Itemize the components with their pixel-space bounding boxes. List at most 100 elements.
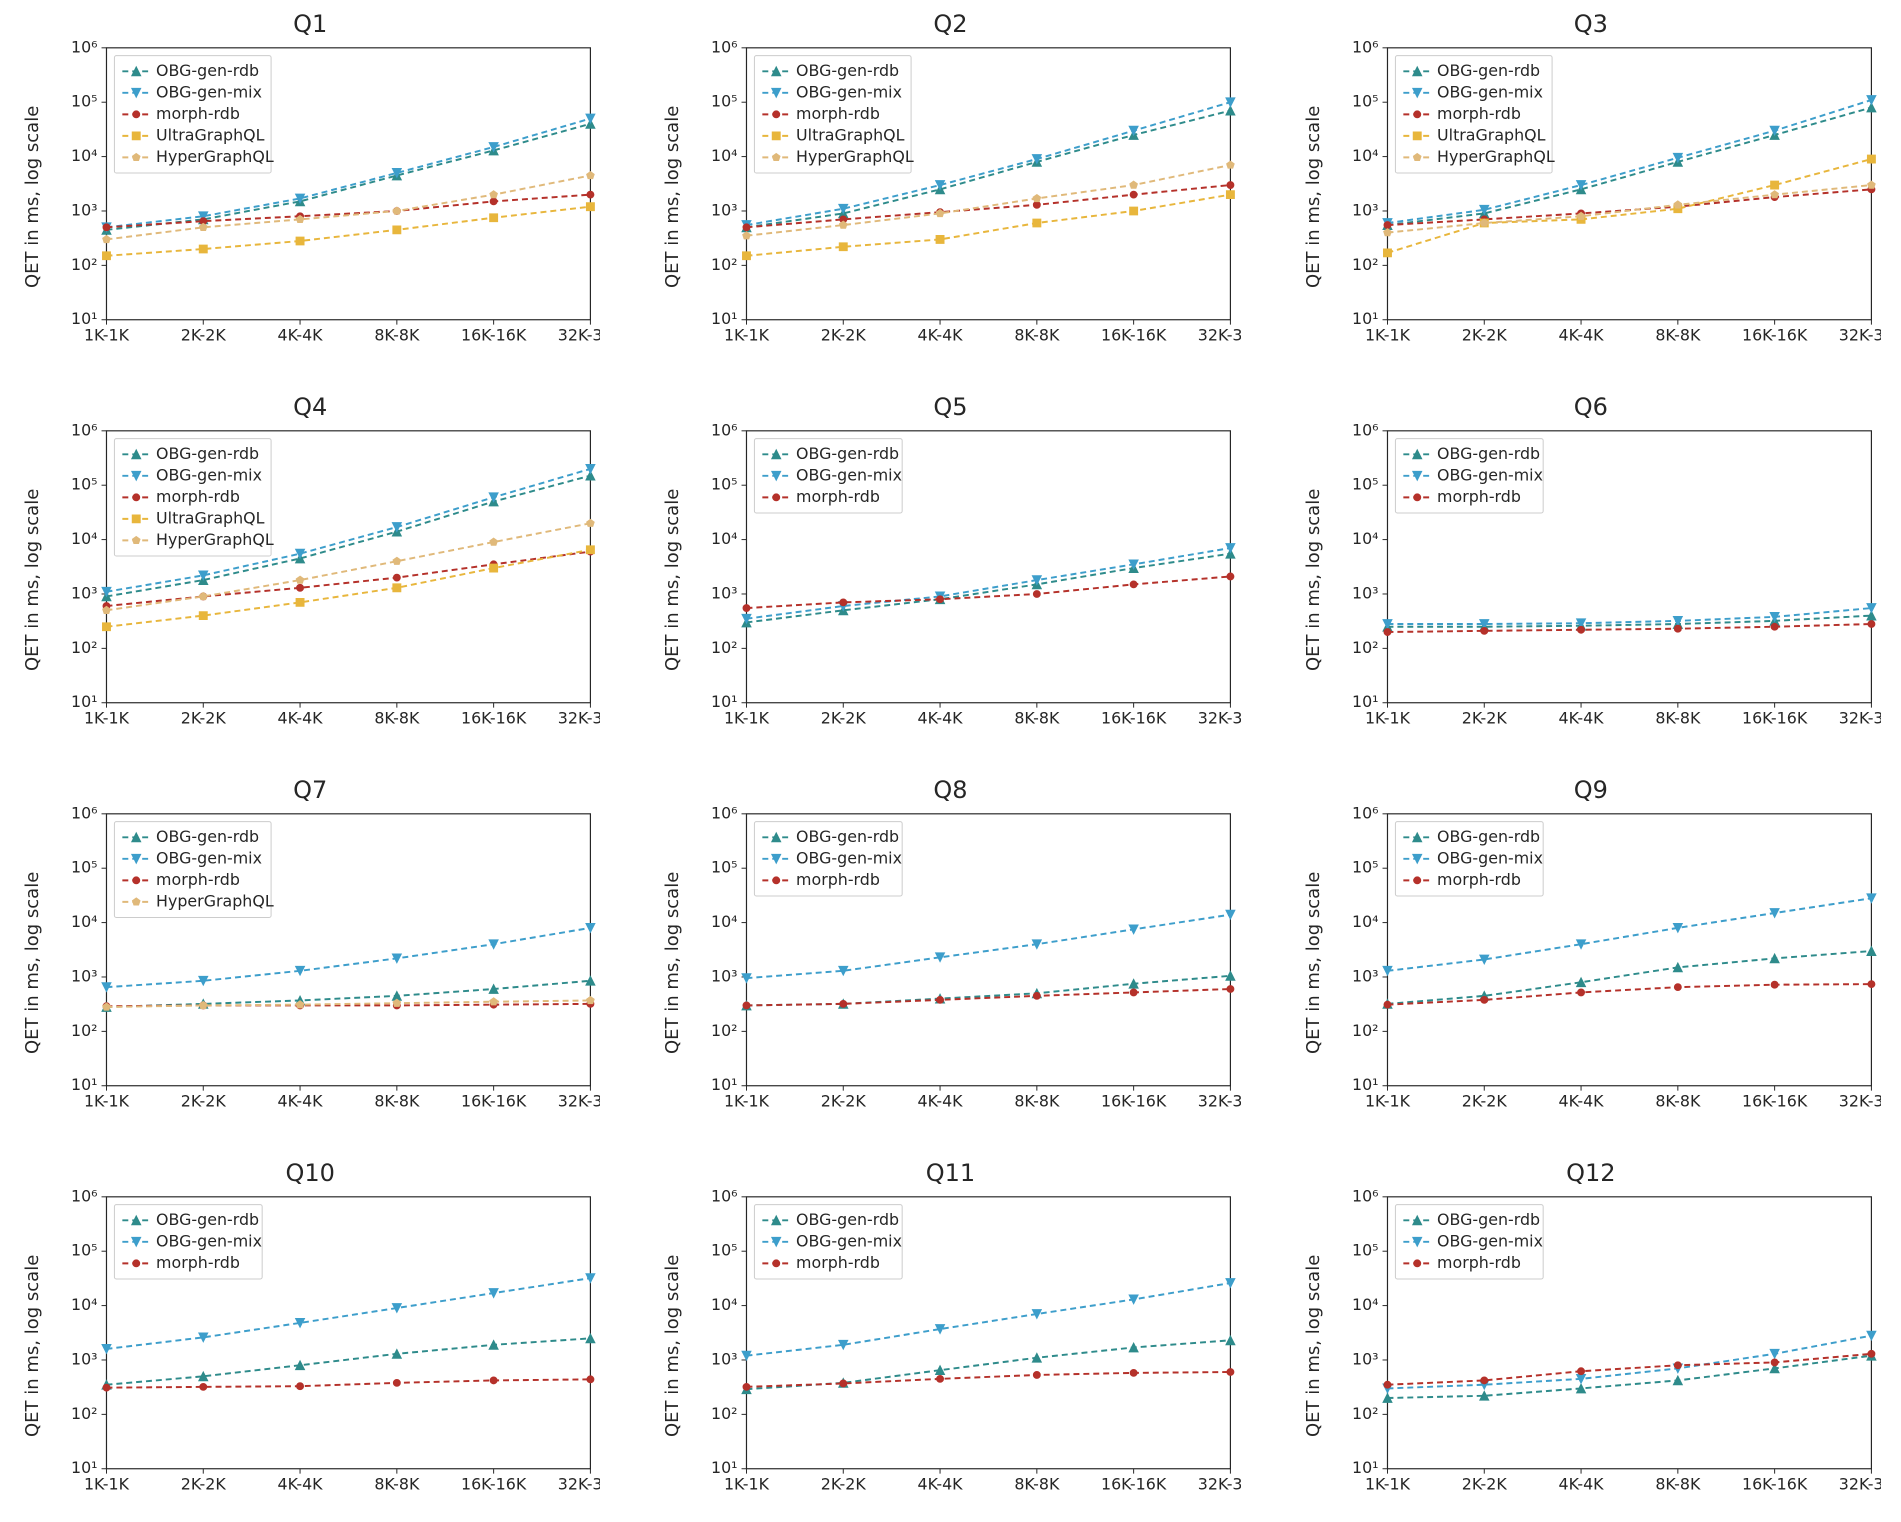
svg-text:16K-16K: 16K-16K — [1101, 1091, 1167, 1110]
axes-area: 10¹10²10³10⁴10⁵10⁶1K-1K2K-2K4K-4K8K-8K16… — [685, 40, 1240, 353]
svg-text:10²: 10² — [711, 255, 738, 274]
svg-text:UltraGraphQL: UltraGraphQL — [156, 508, 265, 527]
svg-text:OBG-gen-rdb: OBG-gen-rdb — [796, 444, 899, 463]
panel-q11: Q11 QET in ms, log scale 10¹10²10³10⁴10⁵… — [660, 1159, 1240, 1502]
svg-text:OBG-gen-mix: OBG-gen-mix — [1437, 465, 1543, 484]
svg-text:32K-32K: 32K-32K — [1198, 1474, 1241, 1493]
svg-text:4K-4K: 4K-4K — [1558, 708, 1604, 727]
svg-text:16K-16K: 16K-16K — [1101, 1474, 1167, 1493]
svg-text:2K-2K: 2K-2K — [1461, 325, 1507, 344]
panel-title: Q5 — [660, 393, 1240, 421]
svg-text:1K-1K: 1K-1K — [1365, 1091, 1411, 1110]
svg-text:4K-4K: 4K-4K — [1558, 325, 1604, 344]
y-axis-label: QET in ms, log scale — [660, 1189, 685, 1502]
svg-text:10²: 10² — [1352, 255, 1379, 274]
svg-text:2K-2K: 2K-2K — [1461, 708, 1507, 727]
svg-text:OBG-gen-mix: OBG-gen-mix — [1437, 848, 1543, 867]
svg-text:4K-4K: 4K-4K — [918, 708, 964, 727]
panel-q8: Q8 QET in ms, log scale 10¹10²10³10⁴10⁵1… — [660, 776, 1240, 1119]
svg-text:4K-4K: 4K-4K — [278, 1091, 324, 1110]
svg-text:10⁴: 10⁴ — [71, 1295, 98, 1314]
svg-text:10³: 10³ — [71, 967, 98, 986]
svg-text:morph-rdb: morph-rdb — [1437, 1253, 1521, 1272]
panel-q1: Q1 QET in ms, log scale 10¹10²10³10⁴10⁵1… — [20, 10, 600, 353]
svg-text:32K-32K: 32K-32K — [1838, 1091, 1881, 1110]
axes-area: 10¹10²10³10⁴10⁵10⁶1K-1K2K-2K4K-4K8K-8K16… — [685, 1189, 1240, 1502]
svg-text:10⁵: 10⁵ — [71, 475, 98, 494]
svg-text:morph-rdb: morph-rdb — [796, 870, 880, 889]
panel-title: Q6 — [1301, 393, 1881, 421]
svg-text:HyperGraphQL: HyperGraphQL — [156, 530, 274, 549]
svg-text:2K-2K: 2K-2K — [181, 708, 227, 727]
svg-text:10³: 10³ — [1352, 584, 1379, 603]
panel-title: Q10 — [20, 1159, 600, 1187]
svg-text:morph-rdb: morph-rdb — [1437, 104, 1521, 123]
svg-text:1K-1K: 1K-1K — [1365, 325, 1411, 344]
svg-text:OBG-gen-rdb: OBG-gen-rdb — [1437, 827, 1540, 846]
axes-area: 10¹10²10³10⁴10⁵10⁶1K-1K2K-2K4K-4K8K-8K16… — [45, 40, 600, 353]
svg-text:8K-8K: 8K-8K — [1655, 325, 1701, 344]
panel-q4: Q4 QET in ms, log scale 10¹10²10³10⁴10⁵1… — [20, 393, 600, 736]
svg-text:OBG-gen-mix: OBG-gen-mix — [156, 848, 262, 867]
plot-svg: 10¹10²10³10⁴10⁵10⁶1K-1K2K-2K4K-4K8K-8K16… — [1326, 40, 1881, 353]
svg-text:10²: 10² — [71, 1021, 98, 1040]
svg-text:2K-2K: 2K-2K — [821, 325, 867, 344]
panel-title: Q1 — [20, 10, 600, 38]
y-axis-label: QET in ms, log scale — [20, 1189, 45, 1502]
svg-text:UltraGraphQL: UltraGraphQL — [156, 125, 265, 144]
svg-text:4K-4K: 4K-4K — [918, 1474, 964, 1493]
svg-text:1K-1K: 1K-1K — [1365, 708, 1411, 727]
svg-text:OBG-gen-mix: OBG-gen-mix — [796, 465, 902, 484]
plot-svg: 10¹10²10³10⁴10⁵10⁶1K-1K2K-2K4K-4K8K-8K16… — [1326, 806, 1881, 1119]
plot-svg: 10¹10²10³10⁴10⁵10⁶1K-1K2K-2K4K-4K8K-8K16… — [1326, 1189, 1881, 1502]
svg-text:morph-rdb: morph-rdb — [796, 104, 880, 123]
plot-svg: 10¹10²10³10⁴10⁵10⁶1K-1K2K-2K4K-4K8K-8K16… — [685, 40, 1240, 353]
svg-text:10⁵: 10⁵ — [711, 475, 738, 494]
panel-q5: Q5 QET in ms, log scale 10¹10²10³10⁴10⁵1… — [660, 393, 1240, 736]
svg-text:10⁶: 10⁶ — [1352, 806, 1379, 822]
svg-text:4K-4K: 4K-4K — [918, 1091, 964, 1110]
y-axis-label: QET in ms, log scale — [1301, 806, 1326, 1119]
axes-area: 10¹10²10³10⁴10⁵10⁶1K-1K2K-2K4K-4K8K-8K16… — [1326, 806, 1881, 1119]
svg-text:8K-8K: 8K-8K — [1015, 325, 1061, 344]
svg-text:10⁴: 10⁴ — [1352, 529, 1379, 548]
svg-text:16K-16K: 16K-16K — [1742, 708, 1808, 727]
svg-text:10⁵: 10⁵ — [1352, 858, 1379, 877]
svg-text:10⁴: 10⁴ — [1352, 912, 1379, 931]
svg-text:2K-2K: 2K-2K — [181, 1474, 227, 1493]
svg-text:8K-8K: 8K-8K — [1015, 1091, 1061, 1110]
svg-text:OBG-gen-mix: OBG-gen-mix — [156, 82, 262, 101]
svg-text:HyperGraphQL: HyperGraphQL — [156, 891, 274, 910]
svg-text:10²: 10² — [711, 1404, 738, 1423]
svg-text:2K-2K: 2K-2K — [821, 708, 867, 727]
svg-text:10⁶: 10⁶ — [711, 806, 738, 822]
svg-text:32K-32K: 32K-32K — [558, 325, 601, 344]
svg-text:OBG-gen-rdb: OBG-gen-rdb — [156, 444, 259, 463]
svg-text:OBG-gen-mix: OBG-gen-mix — [1437, 1231, 1543, 1250]
svg-text:HyperGraphQL: HyperGraphQL — [156, 147, 274, 166]
svg-text:10⁵: 10⁵ — [1352, 92, 1379, 111]
svg-text:10⁵: 10⁵ — [71, 858, 98, 877]
svg-text:OBG-gen-mix: OBG-gen-mix — [156, 465, 262, 484]
svg-text:10⁵: 10⁵ — [71, 92, 98, 111]
svg-text:16K-16K: 16K-16K — [461, 325, 527, 344]
svg-text:HyperGraphQL: HyperGraphQL — [796, 147, 914, 166]
plot-svg: 10¹10²10³10⁴10⁵10⁶1K-1K2K-2K4K-4K8K-8K16… — [45, 423, 600, 736]
svg-text:10³: 10³ — [711, 201, 738, 220]
svg-text:OBG-gen-rdb: OBG-gen-rdb — [1437, 61, 1540, 80]
svg-text:32K-32K: 32K-32K — [558, 708, 601, 727]
svg-text:morph-rdb: morph-rdb — [156, 104, 240, 123]
svg-text:OBG-gen-mix: OBG-gen-mix — [796, 848, 902, 867]
svg-text:10²: 10² — [1352, 1021, 1379, 1040]
svg-text:10⁴: 10⁴ — [711, 146, 738, 165]
svg-text:8K-8K: 8K-8K — [1015, 1474, 1061, 1493]
svg-text:10²: 10² — [1352, 1404, 1379, 1423]
svg-text:OBG-gen-rdb: OBG-gen-rdb — [156, 61, 259, 80]
svg-text:1K-1K: 1K-1K — [84, 325, 130, 344]
svg-text:8K-8K: 8K-8K — [1015, 708, 1061, 727]
svg-text:morph-rdb: morph-rdb — [796, 487, 880, 506]
svg-text:16K-16K: 16K-16K — [1742, 1474, 1808, 1493]
panel-q3: Q3 QET in ms, log scale 10¹10²10³10⁴10⁵1… — [1301, 10, 1881, 353]
svg-text:HyperGraphQL: HyperGraphQL — [1437, 147, 1555, 166]
svg-text:8K-8K: 8K-8K — [1655, 1091, 1701, 1110]
